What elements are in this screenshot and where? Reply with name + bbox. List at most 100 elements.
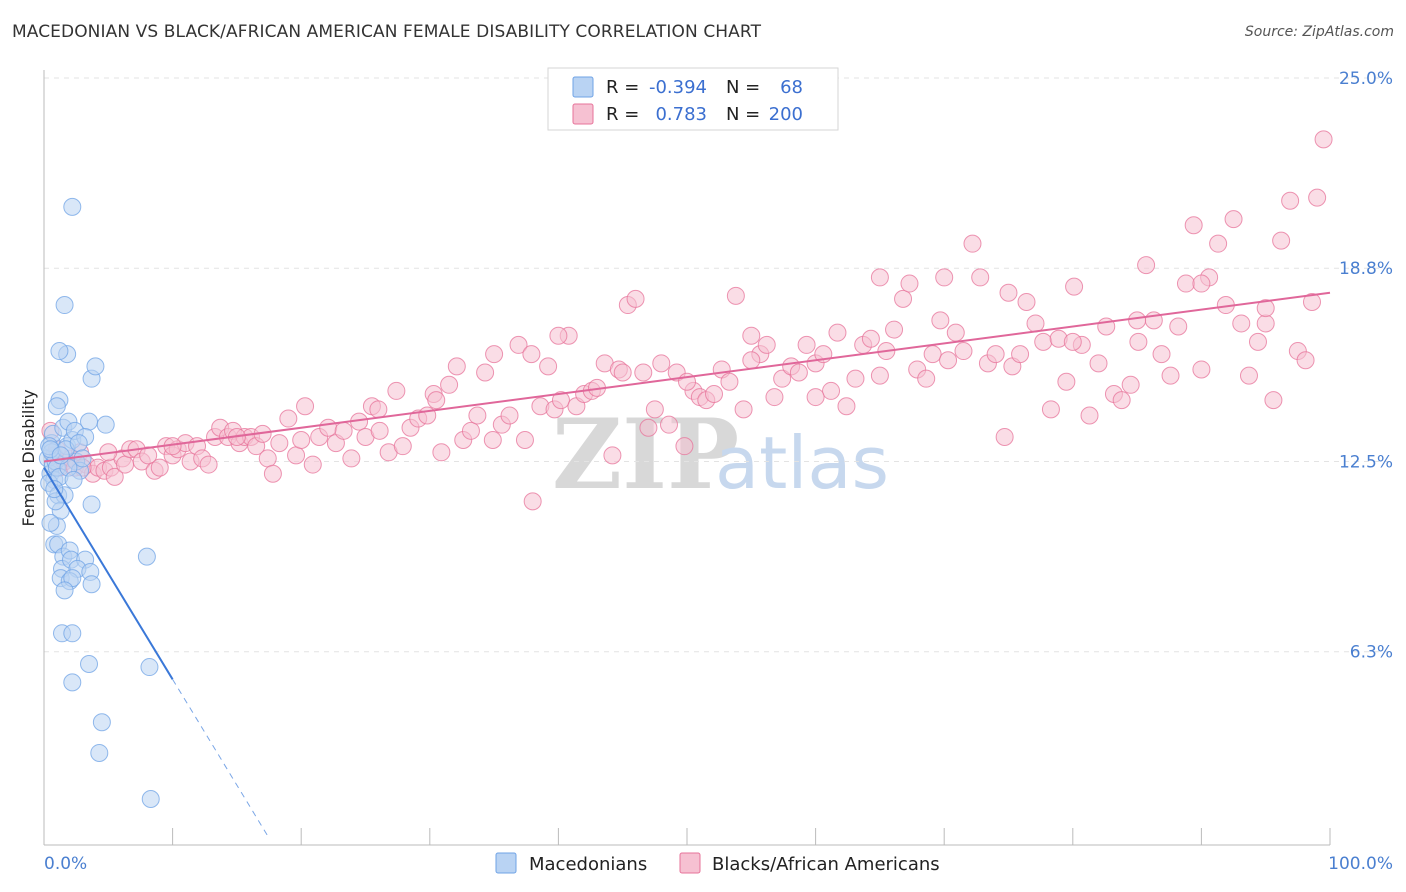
blacks-point: [1281, 191, 1300, 210]
macedonians-point: [82, 575, 101, 594]
macedonians-point: [55, 581, 74, 600]
y-axis-title: Female Disability: [19, 389, 38, 526]
blacks-point: [1248, 332, 1267, 351]
blacks-point: [539, 357, 558, 376]
blacks-point: [923, 345, 942, 364]
blacks-point: [1152, 345, 1171, 364]
blacks-point: [1057, 372, 1076, 391]
blacks-point: [549, 326, 568, 345]
blacks-point: [720, 372, 739, 391]
bottom-legend-swatch-blacks: [679, 852, 701, 874]
blacks-point: [935, 268, 954, 287]
blacks-trend-line: [43, 291, 1331, 463]
blacks-point: [369, 400, 388, 419]
blacks-point: [986, 345, 1005, 364]
watermark-atlas: atlas: [715, 421, 889, 505]
blacks-point: [1176, 274, 1195, 293]
blacks-point: [1169, 317, 1188, 336]
blacks-point: [258, 449, 277, 468]
blacks-point: [613, 363, 632, 382]
blacks-point: [1129, 332, 1148, 351]
bottom-legend-label-macedonians: Macedonians: [529, 854, 647, 875]
bottom-legend-swatch-macedonians: [495, 852, 517, 874]
blacks-point: [1121, 375, 1140, 394]
blacks-point: [432, 443, 451, 462]
blacks-point: [1065, 277, 1084, 296]
blacks-point: [296, 397, 315, 416]
y-tick-label: 12.5%: [1339, 453, 1393, 473]
blacks-african-americans-points: [41, 130, 1333, 511]
blacks-point: [885, 320, 904, 339]
blacks-point: [483, 431, 502, 450]
macedonians-point: [63, 673, 82, 692]
blacks-point: [1239, 366, 1258, 385]
blacks-point: [999, 283, 1018, 302]
macedonians-point: [137, 547, 156, 566]
blacks-point: [1256, 299, 1275, 318]
blacks-point: [626, 289, 645, 308]
blacks-point: [1041, 400, 1060, 419]
blacks-point: [1209, 234, 1228, 253]
blacks-point: [342, 449, 361, 468]
macedonians-point: [140, 658, 159, 677]
blacks-point: [946, 323, 965, 342]
blacks-point: [917, 369, 936, 388]
legend-swatch-macedonians: [572, 76, 594, 98]
blacks-point: [461, 421, 480, 440]
macedonians-trend-line: [43, 467, 174, 680]
macedonians-points: [38, 197, 160, 808]
macedonians-point: [50, 342, 69, 361]
macedonians-point: [92, 713, 111, 732]
blacks-point: [1308, 188, 1327, 207]
blacks-point: [806, 388, 825, 407]
blacks-point: [270, 434, 289, 453]
macedonians-point: [47, 397, 66, 416]
blacks-point: [1063, 332, 1082, 351]
blacks-point: [1026, 314, 1045, 333]
blacks-point: [1011, 345, 1030, 364]
blacks-point: [861, 329, 880, 348]
blacks-point: [1112, 391, 1131, 410]
legend-n-value-2: 200: [769, 104, 803, 125]
blacks-point: [675, 437, 694, 456]
blacks-point: [765, 388, 784, 407]
blacks-point: [476, 363, 495, 382]
blacks-point: [447, 357, 466, 376]
blacks-point: [551, 391, 570, 410]
blacks-point: [523, 492, 542, 511]
legend-r-label-1: R =: [606, 77, 639, 98]
y-tick-label: 25.0%: [1339, 69, 1393, 89]
blacks-point: [1302, 292, 1321, 311]
watermark: ZIP atlas: [552, 398, 889, 511]
blacks-point: [1256, 314, 1275, 333]
blacks-point: [468, 406, 487, 425]
blacks-point: [797, 335, 816, 354]
legend-box: [547, 67, 839, 131]
blacks-point: [1314, 130, 1333, 149]
blacks-point: [427, 391, 446, 410]
correlation-legend: R = -0.394 N = 68 R = 0.783 N = 200: [547, 67, 839, 131]
blacks-point: [742, 326, 761, 345]
blacks-point: [1137, 256, 1156, 275]
blacks-point: [900, 274, 919, 293]
blacks-point: [303, 455, 322, 474]
blacks-point: [199, 455, 218, 474]
blacks-point: [1089, 354, 1108, 373]
watermark-zip: ZIP: [552, 398, 739, 511]
blacks-point: [1224, 210, 1243, 229]
legend-n-label-2: N =: [726, 104, 760, 125]
legend-n-label-1: N =: [726, 77, 760, 98]
blacks-point: [995, 427, 1014, 446]
legend-r-value-2: 0.783: [655, 104, 707, 125]
blacks-point: [705, 385, 724, 404]
macedonians-point: [41, 513, 60, 532]
blacks-point: [726, 286, 745, 305]
series-legend: Macedonians Blacks/African Americans: [495, 852, 940, 875]
blacks-point: [870, 268, 889, 287]
source-credit: Source: ZipAtlas.com: [1244, 24, 1394, 40]
blacks-point: [116, 455, 135, 474]
blacks-point: [789, 363, 808, 382]
macedonians-trend-extension: [172, 679, 270, 839]
blacks-point: [870, 366, 889, 385]
